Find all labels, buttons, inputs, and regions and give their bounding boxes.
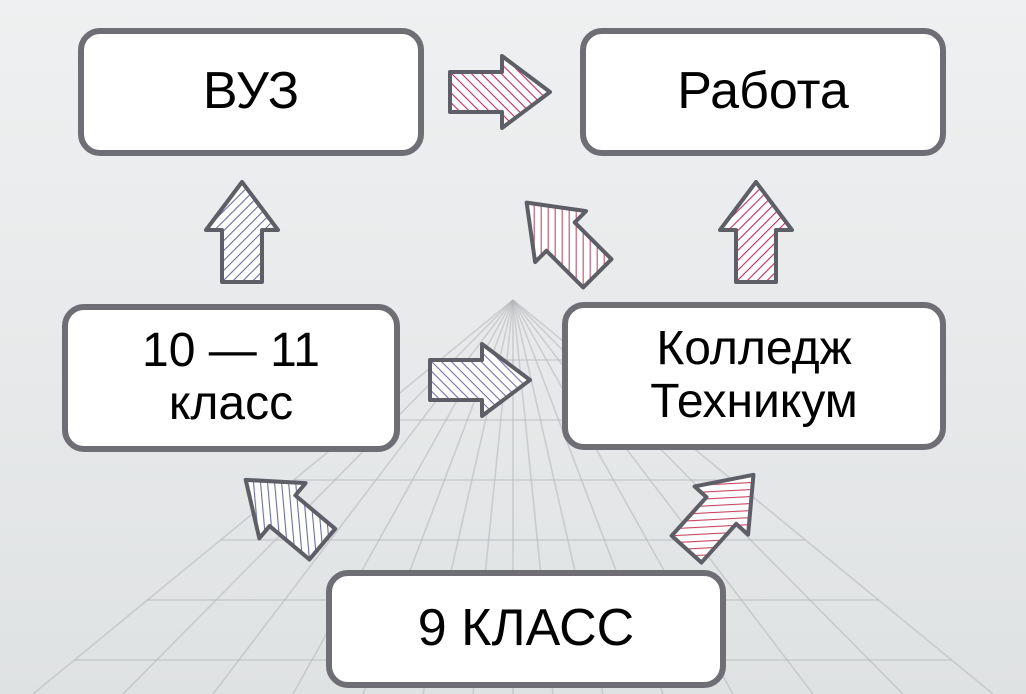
arrow-grade10_11-to-vuz: [206, 182, 278, 282]
arrow-college-to-vuz-diag: [501, 177, 623, 299]
arrow-grade10_11-to-college: [430, 344, 530, 416]
arrow-college-to-rabota: [720, 182, 792, 282]
arrow-grade9-to-college: [660, 451, 780, 573]
diagram-canvas: ВУЗ Работа 10 — 11 класс Колледж Технику…: [0, 0, 1026, 694]
arrows-svg: [0, 0, 1026, 694]
arrow-vuz-to-rabota: [450, 56, 550, 128]
arrow-grade9-to-grade10_11: [223, 452, 346, 571]
